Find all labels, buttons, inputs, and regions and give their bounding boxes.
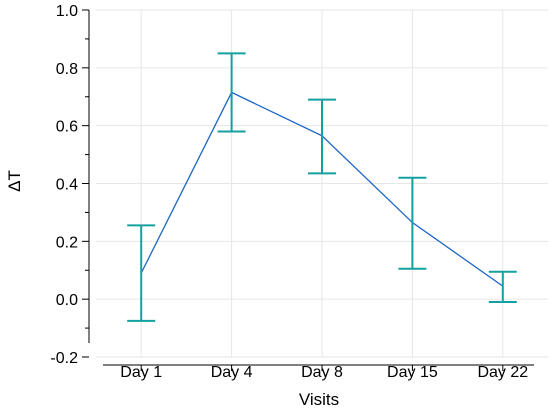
x-tick-label: Day 8 <box>301 364 343 381</box>
y-tick-label: 0.2 <box>56 234 78 251</box>
series-group <box>127 52 517 322</box>
x-axis-title: Visits <box>299 390 339 409</box>
y-tick-label: 0.8 <box>56 61 78 78</box>
x-axis-ticks: Day 1 Day 4 Day 8 Day 15 Day 22 <box>120 364 528 381</box>
x-tick-label: Day 4 <box>211 364 253 381</box>
y-tick-label: 0.4 <box>56 177 78 194</box>
y-tick-label: 0.0 <box>56 292 78 309</box>
y-tick-label: -0.2 <box>50 350 78 367</box>
axes <box>88 10 534 366</box>
y-tick-label: 0.6 <box>56 119 78 136</box>
x-tick-label: Day 1 <box>120 364 162 381</box>
x-tick-label: Day 22 <box>477 364 528 381</box>
x-tick-label: Day 15 <box>387 364 438 381</box>
y-axis-title: ΔT <box>5 170 24 192</box>
y-axis-ticks: -0.2 0.0 0.2 0.4 0.6 0.8 1.0 <box>50 3 89 367</box>
y-tick-label: 1.0 <box>56 3 78 20</box>
